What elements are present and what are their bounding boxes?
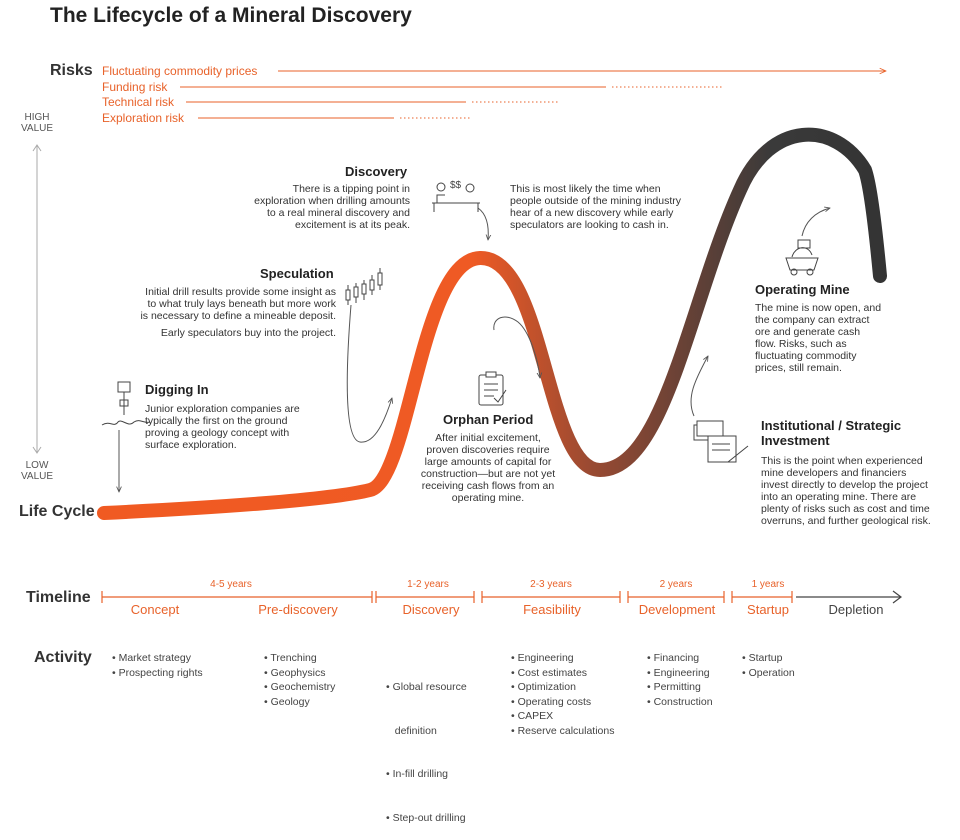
timeline-label: Timeline: [26, 589, 91, 606]
discovery-text: There is a tipping point in exploration w…: [254, 183, 410, 231]
page-title: The Lifecycle of a Mineral Discovery: [50, 4, 412, 27]
discovery-aside-text: This is most likely the time when people …: [510, 183, 682, 231]
phase-development: Development: [638, 602, 716, 617]
risk-lines: [180, 71, 886, 119]
list-item: • Prospecting rights: [112, 666, 203, 679]
speculation-text: Initial drill results provide some insig…: [140, 286, 336, 339]
timeline-depletion-arrow: [796, 590, 902, 604]
candlestick-chart-icon: [345, 268, 383, 305]
value-axis: [32, 144, 42, 454]
phase-discovery: Discovery: [402, 602, 460, 617]
list-item: • Cost estimates: [511, 666, 588, 679]
list-item: • Operation: [742, 666, 795, 679]
list-item: • Reserve calculations: [511, 724, 615, 737]
risks-label: Risks: [50, 62, 93, 79]
activity-list-feasibility: • Engineering • Cost estimates • Optimiz…: [511, 651, 614, 738]
duration-concept-prediscovery: 4-5 years: [210, 579, 252, 590]
activity-list-startup: • Startup • Operation: [742, 651, 795, 680]
orphan-arrow: [493, 316, 540, 378]
institutional-text: This is the point when experienced mine d…: [761, 455, 931, 527]
list-item: • Financing: [647, 652, 700, 664]
phase-feasibility: Feasibility: [523, 602, 581, 617]
list-item: • Permitting: [647, 681, 701, 693]
orphan-period-text: After initial excitement, proven discover…: [420, 432, 556, 504]
risk-exploration: Exploration risk: [102, 111, 185, 125]
risk-technical: Technical risk: [102, 95, 175, 109]
drill-rig-icon: [101, 381, 151, 426]
list-item: • Geophysics: [264, 666, 326, 679]
digging-in-text: Junior exploration companies are typicall…: [145, 403, 300, 451]
operating-mine-title: Operating Mine: [755, 282, 850, 297]
lifecycle-curve: [97, 127, 887, 520]
discovery-arrow: [477, 207, 488, 240]
list-item: • Startup: [742, 652, 783, 664]
phase-startup: Startup: [747, 602, 789, 617]
timeline-axis: [101, 591, 793, 603]
digging-in-title: Digging In: [145, 382, 209, 397]
list-item: • Optimization: [511, 681, 576, 693]
risk-commodity-prices: Fluctuating commodity prices: [102, 64, 258, 78]
discovery-title: Discovery: [345, 164, 408, 179]
risk-funding: Funding risk: [102, 80, 168, 94]
list-item: • Global resource: [386, 681, 467, 693]
list-item: • Construction: [647, 695, 713, 708]
duration-feasibility: 2-3 years: [530, 579, 572, 590]
duration-development: 2 years: [659, 579, 693, 590]
speculation-arrow: [346, 304, 392, 443]
activity-list-development: • Financing • Engineering • Permitting •…: [647, 651, 713, 709]
list-item: • Engineering: [511, 652, 574, 664]
list-item: • Market strategy: [112, 652, 191, 664]
svg-text:$$: $$: [450, 180, 462, 191]
list-item: definition: [386, 724, 437, 737]
phase-prediscovery: Pre-discovery: [258, 602, 338, 617]
speculation-title: Speculation: [260, 266, 334, 281]
activity-label: Activity: [34, 649, 92, 666]
activity-list-concept: • Market strategy • Prospecting rights: [112, 651, 203, 680]
diagram-graphics: $$: [32, 0, 902, 604]
list-item: • Engineering: [647, 666, 710, 679]
phase-concept: Concept: [130, 602, 180, 617]
operating-mine-text: The mine is now open, and the company can…: [755, 302, 882, 374]
institutional-title: Institutional / Strategic Investment: [761, 418, 902, 448]
list-item: • Trenching: [264, 652, 317, 664]
list-item: • CAPEX: [511, 710, 554, 722]
checklist-clipboard-icon: [478, 371, 507, 406]
high-value-label: HIGH VALUE: [20, 112, 54, 134]
low-value-label: LOW VALUE: [20, 460, 54, 482]
mine-cart-icon: [785, 239, 819, 276]
activity-list-discovery: • Global resource definition • In-fill d…: [386, 651, 467, 840]
institutional-arrow: [690, 356, 708, 417]
orphan-period-title: Orphan Period: [443, 412, 534, 427]
phase-depletion: Depletion: [828, 602, 884, 617]
operating-arrow: [801, 208, 830, 237]
list-item: • Geology: [264, 695, 310, 708]
money-documents-icon: [693, 420, 749, 463]
list-item: • In-fill drilling: [386, 768, 449, 780]
list-item: • Operating costs: [511, 695, 592, 708]
list-item: • Geochemistry: [264, 681, 336, 693]
duration-discovery: 1-2 years: [407, 579, 449, 590]
connector-arrows: [119, 208, 830, 492]
list-item: • Step-out drilling: [386, 811, 466, 824]
presenter-icon: $$: [432, 180, 480, 212]
life-cycle-label: Life Cycle: [19, 503, 95, 520]
duration-startup: 1 years: [751, 579, 785, 590]
activity-list-prediscovery: • Trenching • Geophysics • Geochemistry …: [264, 651, 335, 709]
